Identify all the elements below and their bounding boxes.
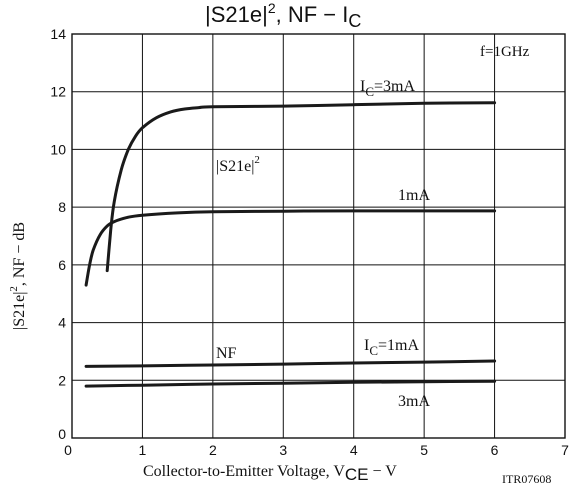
- x-tick-label: 5: [420, 442, 428, 458]
- y-tick-label: 8: [58, 199, 66, 215]
- x-tick-label: 2: [209, 442, 217, 458]
- frequency-condition-label: f=1GHz: [480, 44, 530, 60]
- x-tick-label: 6: [491, 442, 499, 458]
- x-tick-label: 0: [64, 442, 72, 458]
- y-tick-label: 4: [58, 315, 66, 331]
- nf-curve-label: NF: [216, 345, 237, 362]
- series-line-s21-3ma: [105, 101, 497, 273]
- grid-lines: [72, 34, 565, 438]
- x-axis-label: Collector-to-Emitter Voltage, VCE − V: [143, 463, 397, 484]
- plot-border: [71, 33, 566, 439]
- x-tick-label: 1: [139, 442, 147, 458]
- y-tick-label: 0: [58, 426, 66, 442]
- ic-1ma-s21-label: 1mA: [398, 187, 430, 204]
- x-tick-label: 4: [350, 442, 358, 458]
- y-tick-label: 12: [50, 84, 66, 100]
- ic-1ma-nf-label: IC=1mA: [364, 337, 419, 358]
- x-tick-label: 7: [561, 442, 569, 458]
- y-axis-label: |S21e|2, NF − dB: [8, 222, 28, 330]
- chart-title: |S21e|2, NF − IC: [205, 0, 361, 31]
- x-tick-label: 3: [279, 442, 287, 458]
- y-tick-label: 6: [58, 257, 66, 273]
- figure-code-label: ITR07608: [502, 472, 551, 486]
- y-tick-label: 2: [58, 372, 66, 388]
- plot-frame: [71, 33, 566, 439]
- ic-3ma-nf-label: 3mA: [398, 393, 430, 410]
- ic-3ma-s21-label: IC=3mA: [360, 78, 415, 99]
- series-lines: [84, 101, 497, 388]
- y-tick-label: 14: [50, 26, 66, 42]
- series-line-nf-3ma: [84, 379, 497, 388]
- y-tick-label: 10: [50, 141, 66, 157]
- s21e-curve-label: |S21e|2: [216, 154, 260, 175]
- series-line-s21-1ma: [84, 209, 497, 287]
- series-line-nf-1ma: [84, 359, 497, 368]
